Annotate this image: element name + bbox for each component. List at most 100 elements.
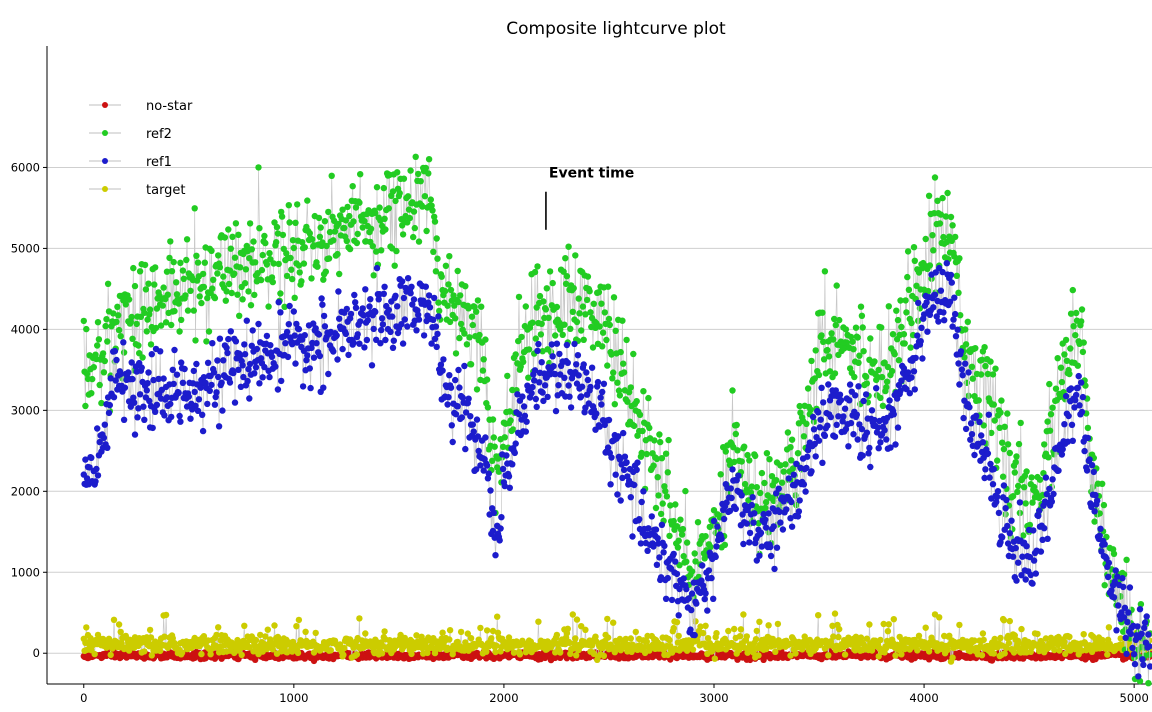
point-ref2-245 bbox=[286, 219, 293, 226]
point-ref2-153 bbox=[209, 285, 216, 292]
point-ref2-1267 bbox=[1145, 680, 1152, 687]
point-ref2-411 bbox=[425, 156, 433, 163]
point-ref2-442 bbox=[452, 315, 459, 322]
point-ref1-152 bbox=[208, 381, 215, 389]
point-ref2-115 bbox=[177, 259, 184, 266]
point-ref2-234 bbox=[277, 290, 284, 297]
point-ref1-796 bbox=[749, 494, 756, 501]
point-ref1-399 bbox=[415, 316, 423, 323]
point-target-1101 bbox=[1005, 639, 1013, 647]
point-ref2-973 bbox=[898, 323, 905, 331]
point-ref2-980 bbox=[904, 273, 911, 281]
point-ref1-592 bbox=[578, 393, 585, 400]
point-ref2-1174 bbox=[1067, 345, 1074, 352]
point-ref1-575 bbox=[563, 341, 571, 349]
point-target-13 bbox=[91, 650, 98, 658]
point-ref1-936 bbox=[867, 463, 874, 471]
point-ref2-463 bbox=[469, 321, 476, 329]
point-ref2-988 bbox=[910, 244, 918, 251]
point-target-785 bbox=[740, 611, 747, 618]
point-ref2-651 bbox=[627, 384, 634, 391]
point-ref1-540 bbox=[534, 347, 541, 354]
point-ref1-91 bbox=[157, 348, 164, 355]
point-ref1-708 bbox=[675, 612, 682, 619]
point-ref1-463 bbox=[469, 421, 476, 428]
point-ref1-15 bbox=[93, 465, 100, 473]
point-ref1-904 bbox=[840, 413, 847, 420]
point-target-45 bbox=[118, 640, 125, 647]
point-ref2-772 bbox=[729, 387, 736, 394]
point-ref2-547 bbox=[540, 298, 547, 305]
point-ref1-359 bbox=[382, 336, 389, 344]
point-ref1-464 bbox=[470, 428, 477, 435]
point-ref2-716 bbox=[682, 487, 689, 495]
point-ref2-136 bbox=[194, 259, 202, 266]
point-target-427 bbox=[439, 629, 446, 636]
point-ref2-215 bbox=[261, 232, 268, 240]
point-target-874 bbox=[815, 612, 822, 619]
point-target-586 bbox=[573, 652, 580, 659]
point-ref2-358 bbox=[381, 215, 388, 222]
point-ref1-224 bbox=[268, 353, 276, 360]
point-ref1-659 bbox=[634, 459, 641, 466]
point-ref2-246 bbox=[287, 254, 294, 262]
point-ref2-481 bbox=[484, 404, 492, 411]
point-ref1-373 bbox=[394, 303, 401, 310]
point-ref1-166 bbox=[220, 357, 227, 364]
point-ref2-77 bbox=[145, 280, 152, 287]
point-ref2-595 bbox=[580, 336, 587, 343]
point-target-487 bbox=[489, 627, 497, 635]
point-ref1-610 bbox=[593, 410, 600, 417]
point-ref1-127 bbox=[187, 415, 194, 422]
point-ref1-1032 bbox=[947, 271, 955, 279]
point-ref2-475 bbox=[479, 367, 487, 374]
point-ref2-1159 bbox=[1054, 355, 1061, 362]
point-ref2-1151 bbox=[1047, 411, 1055, 418]
point-ref1-584 bbox=[571, 340, 578, 348]
point-ref1-240 bbox=[282, 340, 289, 347]
point-target-725 bbox=[689, 646, 697, 653]
point-ref2-977 bbox=[901, 340, 908, 347]
point-ref2-177 bbox=[229, 233, 236, 240]
point-ref2-521 bbox=[518, 333, 525, 341]
point-ref1-285 bbox=[320, 384, 327, 391]
point-ref2-211 bbox=[257, 276, 265, 284]
point-ref1-460 bbox=[467, 413, 474, 420]
point-target-619 bbox=[600, 652, 608, 660]
point-ref2-969 bbox=[894, 316, 902, 324]
point-ref2-672 bbox=[645, 394, 652, 402]
point-ref2-928 bbox=[860, 348, 867, 355]
point-ref1-506 bbox=[505, 473, 513, 480]
point-ref1-302 bbox=[334, 356, 341, 363]
point-ref1-845 bbox=[790, 471, 797, 478]
point-ref1-174 bbox=[226, 379, 234, 386]
point-target-964 bbox=[890, 616, 897, 623]
point-ref1-921 bbox=[854, 436, 861, 443]
point-ref1-390 bbox=[408, 283, 415, 290]
point-ref2-138 bbox=[196, 293, 203, 300]
point-ref1-795 bbox=[748, 501, 755, 509]
point-ref1-1054 bbox=[966, 404, 973, 411]
point-ref2-941 bbox=[871, 358, 878, 365]
point-ref1-1093 bbox=[999, 534, 1006, 541]
point-ref1-842 bbox=[788, 498, 795, 506]
point-ref1-1011 bbox=[930, 304, 937, 311]
point-target-1070 bbox=[979, 630, 987, 637]
point-ref2-198 bbox=[246, 220, 254, 227]
point-ref1-201 bbox=[249, 327, 256, 334]
point-ref1-792 bbox=[746, 539, 753, 546]
point-ref1-821 bbox=[770, 523, 777, 530]
point-ref1-205 bbox=[252, 364, 260, 371]
point-ref2-1099 bbox=[1004, 410, 1011, 417]
point-ref2-230 bbox=[273, 223, 281, 231]
point-ref2-57 bbox=[128, 313, 135, 321]
point-ref2-811 bbox=[762, 504, 769, 512]
point-ref2-922 bbox=[855, 359, 862, 366]
point-ref1-318 bbox=[347, 310, 355, 318]
point-ref1-886 bbox=[825, 381, 832, 388]
point-ref1-1112 bbox=[1015, 559, 1022, 566]
point-ref1-628 bbox=[608, 454, 615, 461]
point-ref1-1056 bbox=[967, 420, 975, 427]
point-target-737 bbox=[699, 629, 707, 637]
point-ref2-1138 bbox=[1036, 476, 1044, 483]
